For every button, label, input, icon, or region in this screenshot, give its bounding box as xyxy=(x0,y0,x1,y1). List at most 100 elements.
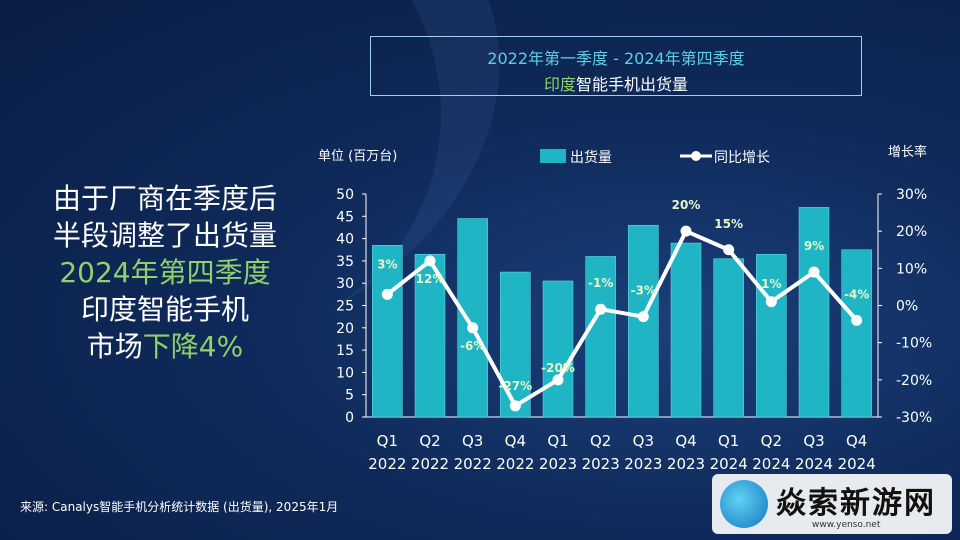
growth-point xyxy=(595,303,607,315)
x-tick-label-quarter: Q2 xyxy=(590,432,611,450)
bar xyxy=(841,249,872,418)
growth-label: -20% xyxy=(541,361,575,375)
x-tick-label-year: 2024 xyxy=(795,455,833,473)
y-tick-label: 30 xyxy=(336,276,354,292)
y-tick-label: 40 xyxy=(336,232,354,248)
source-note: 来源: Canalys智能手机分析统计数据 (出货量), 2025年1月 xyxy=(20,500,339,514)
x-tick-label-year: 2023 xyxy=(539,455,577,473)
growth-point xyxy=(680,225,692,237)
chart-title-box: 2022年第一季度 - 2024年第四季度 印度智能手机出货量 xyxy=(370,36,862,96)
growth-label: 1% xyxy=(761,277,781,291)
x-tick-label-year: 2024 xyxy=(752,455,790,473)
y2-tick-label: -20% xyxy=(896,373,932,389)
y2-tick-label: -30% xyxy=(896,410,932,426)
bar xyxy=(713,258,744,418)
y-tick-label: 50 xyxy=(336,187,354,203)
x-tick-label-year: 2022 xyxy=(454,455,492,473)
y-tick-label: 20 xyxy=(336,321,354,337)
x-tick-label-year: 2024 xyxy=(838,455,876,473)
x-tick-label-year: 2022 xyxy=(368,455,406,473)
growth-point xyxy=(381,288,393,300)
y-tick-label: 5 xyxy=(345,388,354,404)
growth-point xyxy=(424,255,436,267)
growth-label: -1% xyxy=(588,276,613,290)
bar xyxy=(500,271,531,418)
bar xyxy=(756,253,787,418)
growth-point xyxy=(723,244,735,256)
bar xyxy=(372,245,403,418)
x-tick-label-year: 2023 xyxy=(582,455,620,473)
x-tick-label-year: 2022 xyxy=(411,455,449,473)
watermark: 焱索新游网 www.yenso.net xyxy=(712,474,952,534)
legend-bar-label: 出货量 xyxy=(570,149,612,166)
x-tick-label-quarter: Q1 xyxy=(718,432,739,450)
x-tick-label-quarter: Q2 xyxy=(761,432,782,450)
bar xyxy=(542,280,574,418)
headline-line5: 市场下降4% xyxy=(20,328,310,365)
watermark-text: 焱索新游网 xyxy=(776,486,936,521)
bar xyxy=(457,218,488,418)
chart-title-line1: 2022年第一季度 - 2024年第四季度 xyxy=(487,49,745,68)
headline: 由于厂商在季度后 半段调整了出货量 2024年第四季度 印度智能手机 市场下降4… xyxy=(20,180,310,365)
bar xyxy=(670,242,702,418)
y-tick-label: 10 xyxy=(336,365,354,381)
y2-tick-label: 0% xyxy=(896,299,918,315)
headline-line3: 2024年第四季度 xyxy=(59,256,271,289)
x-tick-label-quarter: Q1 xyxy=(377,432,398,450)
growth-label: -4% xyxy=(844,287,869,301)
x-tick-label-quarter: Q2 xyxy=(419,432,440,450)
bar xyxy=(585,256,616,418)
legend-line-label: 同比增长 xyxy=(714,150,770,166)
x-tick-label-year: 2023 xyxy=(624,455,662,473)
growth-point xyxy=(637,311,649,323)
legend-bar-swatch xyxy=(540,149,566,163)
growth-line xyxy=(386,229,859,408)
headline-line1: 由于厂商在季度后 xyxy=(52,182,277,215)
growth-point xyxy=(765,296,777,308)
watermark-url: www.yenso.net xyxy=(812,520,881,530)
x-tick-label-quarter: Q4 xyxy=(846,432,867,450)
x-tick-label-year: 2022 xyxy=(496,455,534,473)
x-tick-label-quarter: Q4 xyxy=(675,432,696,450)
y-tick-label: 15 xyxy=(336,343,354,359)
x-tick-label-quarter: Q3 xyxy=(462,432,483,450)
y-axis-title: 单位 (百万台) xyxy=(318,149,397,164)
chart-title-line2: 印度智能手机出货量 xyxy=(371,71,861,95)
x-tick-label-year: 2024 xyxy=(710,455,748,473)
chart-title-highlight: 印度 xyxy=(543,75,576,94)
growth-label: 9% xyxy=(804,239,824,253)
growth-point xyxy=(467,322,479,334)
y-tick-label: 35 xyxy=(336,254,354,270)
y-tick-label: 45 xyxy=(336,209,354,225)
x-tick-label-year: 2023 xyxy=(667,455,705,473)
bar xyxy=(414,253,446,418)
headline-line5a: 市场 xyxy=(86,330,143,363)
y-tick-label: 0 xyxy=(345,410,354,426)
y2-tick-label: 30% xyxy=(896,187,927,203)
x-tick-label-quarter: Q3 xyxy=(803,432,824,450)
growth-point xyxy=(808,266,820,278)
growth-point xyxy=(509,400,521,412)
growth-label: 12% xyxy=(416,272,445,286)
growth-label: 20% xyxy=(672,198,701,212)
y2-tick-label: 20% xyxy=(896,224,927,240)
growth-label: 15% xyxy=(714,217,743,231)
growth-point xyxy=(851,314,863,326)
x-tick-label-quarter: Q1 xyxy=(547,432,568,450)
x-tick-label-quarter: Q3 xyxy=(633,432,654,450)
y2-tick-label: 10% xyxy=(896,261,927,277)
growth-label: -3% xyxy=(631,284,656,298)
headline-line4: 印度智能手机 xyxy=(80,293,249,326)
y2-axis-title: 增长率 xyxy=(888,144,927,160)
watermark-logo-icon xyxy=(720,480,768,528)
headline-line2: 半段调整了出货量 xyxy=(52,219,277,252)
y2-tick-label: -10% xyxy=(896,336,932,352)
growth-label: -27% xyxy=(498,379,532,393)
growth-label: -6% xyxy=(460,339,485,353)
legend-line-marker xyxy=(691,151,701,161)
headline-line5b: 下降4% xyxy=(142,330,244,363)
bar xyxy=(798,207,830,418)
growth-label: 3% xyxy=(377,257,397,271)
chart-title-rest: 智能手机出货量 xyxy=(576,75,689,94)
